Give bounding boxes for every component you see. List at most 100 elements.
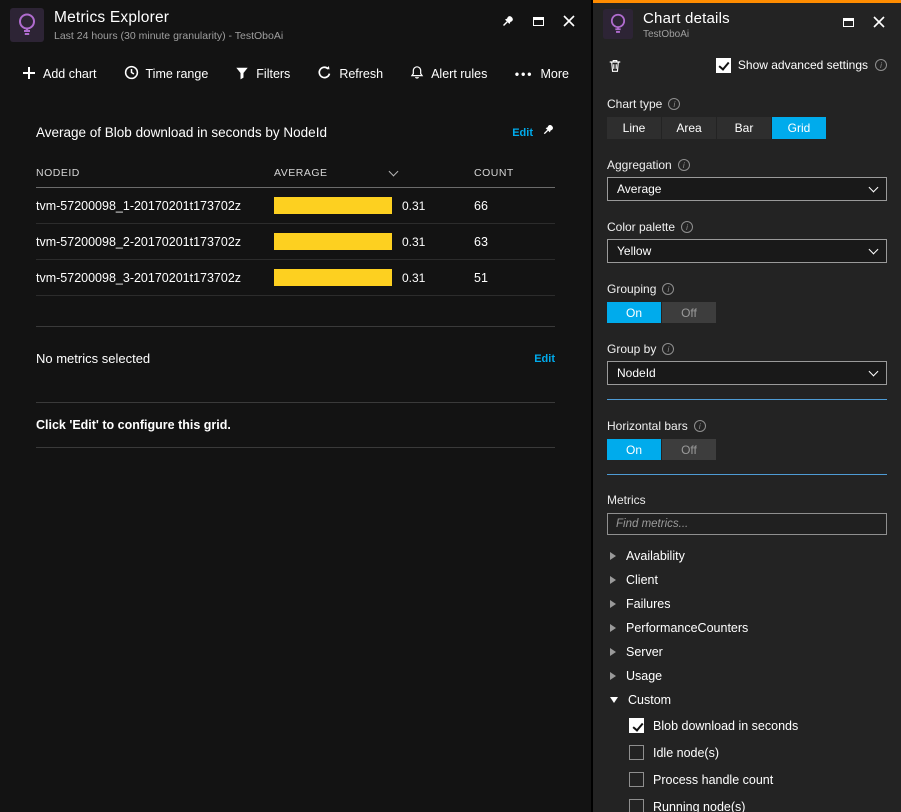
chart-type-label-row: Chart type xyxy=(607,97,887,111)
column-header-average[interactable]: AVERAGE xyxy=(274,166,474,179)
column-header-nodeid[interactable]: NODEID xyxy=(36,167,80,179)
column-header-average-label: AVERAGE xyxy=(274,167,328,179)
chart-details-blade: Chart details TestOboAi Show advanced se… xyxy=(593,0,901,812)
column-header-count[interactable]: COUNT xyxy=(474,167,514,179)
group-by-select[interactable]: NodeId xyxy=(607,361,887,385)
horizontal-bars-on-button[interactable]: On xyxy=(607,439,661,460)
aggregation-select[interactable]: Average xyxy=(607,177,887,201)
table-row[interactable]: tvm-57200098_3-20170201t173702z 0.31 51 xyxy=(36,260,555,296)
more-button[interactable]: ••• More xyxy=(515,67,569,81)
group-by-label-row: Group by xyxy=(607,342,887,356)
chevron-down-icon xyxy=(868,244,879,254)
metric-checkbox[interactable] xyxy=(629,745,644,760)
info-icon[interactable] xyxy=(662,343,675,355)
close-blade-button[interactable] xyxy=(561,13,577,29)
metrics-category-server[interactable]: Server xyxy=(607,640,887,664)
color-palette-label: Color palette xyxy=(607,220,676,234)
chart-type-label: Chart type xyxy=(607,97,663,111)
alert-rules-button[interactable]: Alert rules xyxy=(410,65,487,83)
grouping-on-button[interactable]: On xyxy=(607,302,661,323)
close-blade-button[interactable] xyxy=(871,14,887,30)
page-title: Metrics Explorer xyxy=(54,9,170,26)
chart-type-option-line[interactable]: Line xyxy=(607,117,661,139)
refresh-label: Refresh xyxy=(339,67,384,81)
horizontal-bars-toggle: On Off xyxy=(607,439,887,460)
aggregation-label-row: Aggregation xyxy=(607,158,887,172)
time-range-button[interactable]: Time range xyxy=(124,65,209,83)
time-range-label: Time range xyxy=(145,67,209,81)
chart-edit-link[interactable]: Edit xyxy=(512,126,533,139)
info-icon[interactable] xyxy=(677,159,690,171)
info-icon[interactable] xyxy=(875,59,887,71)
metric-checkbox[interactable] xyxy=(629,772,644,787)
category-label: Client xyxy=(626,573,658,587)
metrics-category-performancecounters[interactable]: PerformanceCounters xyxy=(607,616,887,640)
advanced-settings-control: Show advanced settings xyxy=(715,57,887,73)
metric-label: Blob download in seconds xyxy=(653,718,799,733)
delete-chart-button[interactable] xyxy=(607,57,623,73)
advanced-settings-label: Show advanced settings xyxy=(737,58,868,72)
chart-type-option-area[interactable]: Area xyxy=(662,117,716,139)
horizontal-bars-label: Horizontal bars xyxy=(607,419,688,433)
table-row[interactable]: tvm-57200098_1-20170201t173702z 0.31 66 xyxy=(36,188,555,224)
chart-type-option-bar[interactable]: Bar xyxy=(717,117,771,139)
chart-section-header: Average of Blob download in seconds by N… xyxy=(36,123,555,142)
metric-item-idle-nodes[interactable]: Idle node(s) xyxy=(629,739,887,766)
pin-blade-button[interactable] xyxy=(499,13,515,29)
metrics-category-usage[interactable]: Usage xyxy=(607,664,887,688)
info-icon[interactable] xyxy=(662,283,675,295)
table-row[interactable]: tvm-57200098_2-20170201t173702z 0.31 63 xyxy=(36,224,555,260)
maximize-blade-button[interactable] xyxy=(530,13,546,29)
alert-rules-label: Alert rules xyxy=(431,67,488,81)
chart-type-option-grid[interactable]: Grid xyxy=(772,117,826,139)
horizontal-bars-off-button[interactable]: Off xyxy=(662,439,716,460)
sort-chevron-down-icon[interactable] xyxy=(388,166,398,176)
chart-title: Average of Blob download in seconds by N… xyxy=(36,125,327,140)
metrics-category-failures[interactable]: Failures xyxy=(607,592,887,616)
metrics-category-availability[interactable]: Availability xyxy=(607,544,887,568)
value-bar xyxy=(274,233,392,250)
metrics-category-custom[interactable]: Custom xyxy=(607,688,887,712)
close-icon xyxy=(563,15,575,27)
application-insights-icon xyxy=(10,8,44,47)
pin-icon xyxy=(502,15,513,26)
metric-checkbox[interactable] xyxy=(629,718,644,733)
chevron-down-icon xyxy=(610,697,618,703)
find-metrics-input[interactable] xyxy=(607,513,887,535)
aggregation-value: Average xyxy=(617,182,662,196)
refresh-button[interactable]: Refresh xyxy=(317,65,383,83)
pin-chart-button[interactable] xyxy=(541,123,555,142)
metrics-category-client[interactable]: Client xyxy=(607,568,887,592)
clock-icon xyxy=(124,65,139,83)
filters-label: Filters xyxy=(256,67,291,81)
filters-button[interactable]: Filters xyxy=(235,66,290,83)
info-icon[interactable] xyxy=(681,221,694,233)
add-chart-button[interactable]: Add chart xyxy=(22,66,97,83)
chevron-right-icon xyxy=(610,672,616,680)
add-chart-label: Add chart xyxy=(43,67,97,81)
count-cell: 51 xyxy=(474,270,488,285)
maximize-blade-button[interactable] xyxy=(840,14,856,30)
metric-item-process-handle-count[interactable]: Process handle count xyxy=(629,766,887,793)
chart-details-content: Chart type Line Area Bar Grid Aggregatio… xyxy=(593,78,901,812)
chevron-right-icon xyxy=(610,624,616,632)
advanced-settings-checkbox[interactable] xyxy=(715,57,731,73)
no-metrics-edit-link[interactable]: Edit xyxy=(534,352,555,365)
color-palette-select[interactable]: Yellow xyxy=(607,239,887,263)
grouping-off-button[interactable]: Off xyxy=(662,302,716,323)
metric-item-running-nodes[interactable]: Running node(s) xyxy=(629,793,887,812)
metric-item-blob-download[interactable]: Blob download in seconds xyxy=(629,712,887,739)
info-icon[interactable] xyxy=(693,420,706,432)
average-value: 0.31 xyxy=(402,234,426,249)
section-divider xyxy=(36,402,555,403)
average-value: 0.31 xyxy=(402,198,426,213)
category-label: PerformanceCounters xyxy=(626,621,749,635)
group-by-label: Group by xyxy=(607,342,657,356)
info-icon[interactable] xyxy=(668,98,681,110)
table-header-row: NODEID AVERAGE COUNT xyxy=(36,158,555,188)
metrics-tree: Availability Client Failures Performance… xyxy=(607,544,887,812)
metric-checkbox[interactable] xyxy=(629,799,644,812)
command-bar: Add chart Time range Filters Refresh Ale… xyxy=(0,53,591,95)
category-label: Server xyxy=(626,645,663,659)
